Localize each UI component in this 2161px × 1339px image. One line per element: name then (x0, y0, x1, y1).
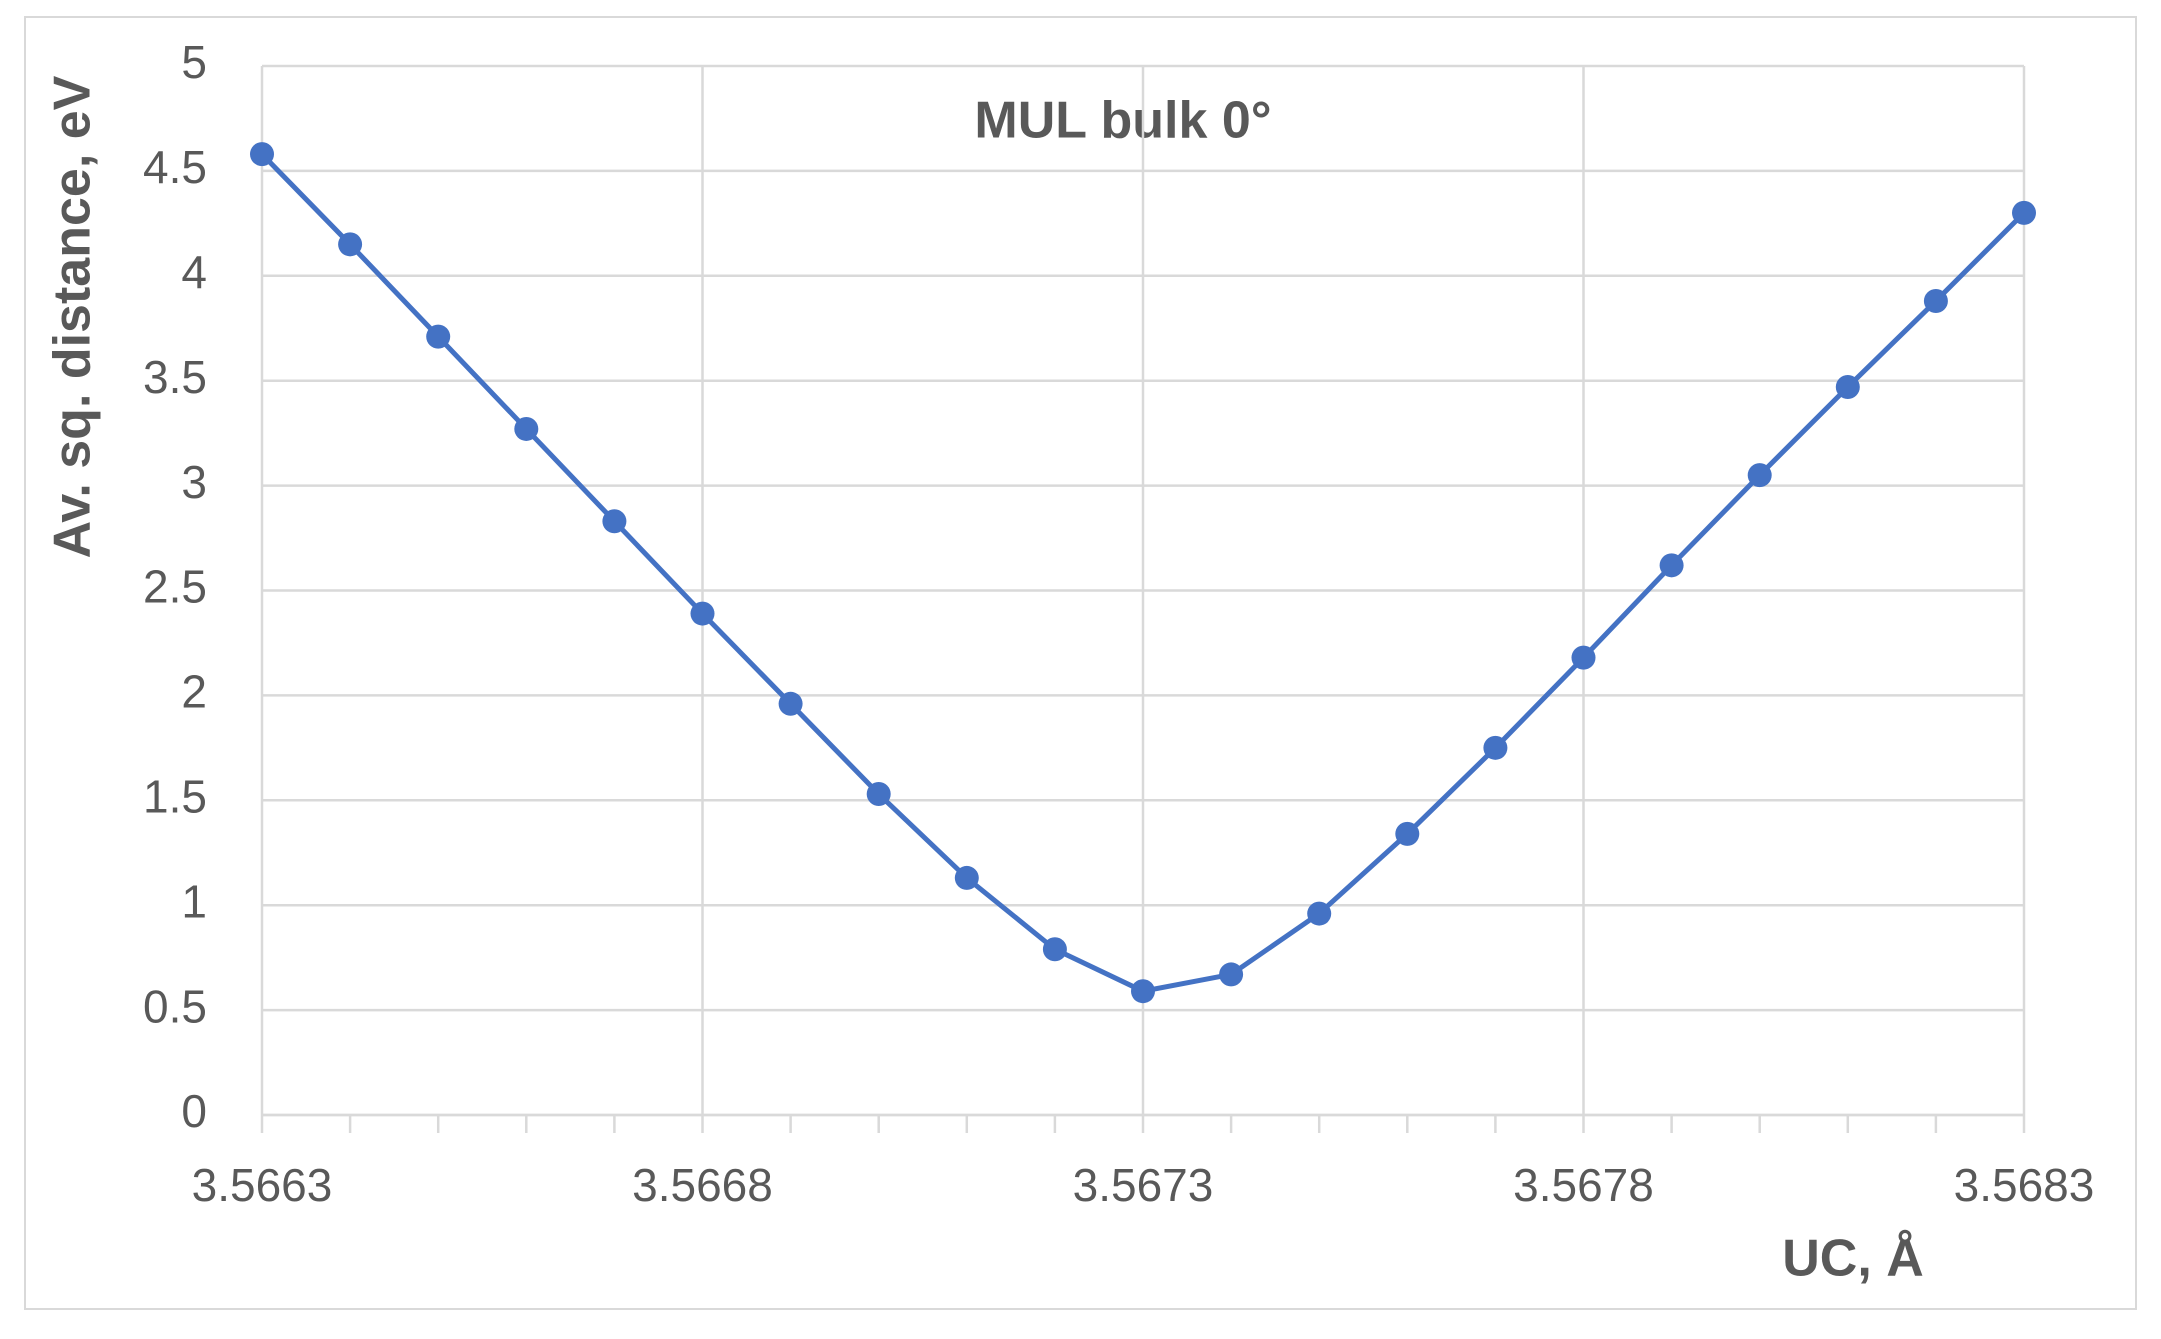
y-axis-label: Av. sq. distance, eV (44, 75, 102, 558)
data-point (338, 232, 363, 257)
data-point (426, 324, 451, 349)
data-point (250, 142, 274, 167)
data-point (1835, 374, 1860, 399)
y-tick-label: 2 (181, 666, 207, 718)
x-tick-label: 3.5663 (192, 1159, 333, 1211)
y-tick-label: 1 (181, 875, 207, 927)
data-point (954, 865, 979, 890)
data-point (1219, 962, 1244, 987)
y-tick-label: 0 (181, 1085, 207, 1137)
data-point (1659, 553, 1684, 578)
data-point (1483, 735, 1508, 760)
y-tick-label: 4.5 (143, 141, 207, 193)
data-point (1923, 288, 1948, 313)
y-tick-label: 4 (181, 246, 207, 298)
y-tick-label: 1.5 (143, 770, 207, 822)
data-point (1042, 937, 1067, 962)
x-tick-label: 3.5668 (632, 1159, 773, 1211)
data-point (1571, 645, 1596, 670)
chart-title: MUL bulk 0° (974, 92, 1271, 150)
data-point (866, 782, 891, 807)
data-point (778, 691, 803, 716)
y-tick-label: 3.5 (143, 351, 207, 403)
x-tick-label: 3.5683 (1954, 1159, 2095, 1211)
y-tick-label: 5 (181, 36, 207, 88)
y-tick-label: 2.5 (143, 561, 207, 613)
x-axis-label: UC, Å (1782, 1230, 1924, 1288)
data-point (602, 509, 627, 534)
y-tick-label: 0.5 (143, 980, 207, 1032)
x-tick-label: 3.5673 (1073, 1159, 1214, 1211)
chart-border (24, 16, 2137, 1310)
y-tick-label: 3 (181, 456, 207, 508)
data-point (1747, 463, 1772, 488)
data-point (514, 416, 539, 441)
x-tick-label: 3.5678 (1513, 1159, 1654, 1211)
data-point (1395, 821, 1420, 846)
data-point (1307, 901, 1332, 926)
data-point (2012, 200, 2036, 225)
data-point (690, 601, 715, 626)
data-point (1131, 979, 1155, 1004)
